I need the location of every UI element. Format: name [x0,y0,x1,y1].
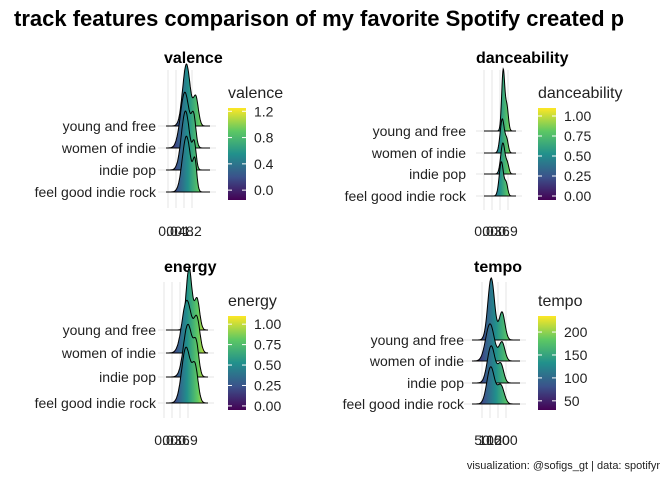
legend-label: 1.2 [254,103,274,119]
x-tick-label: 0.6 [170,432,190,448]
legend-colorbar [228,316,246,410]
legend-energy: energy 1.00 0.75 0.50 0.25 0.00 [228,293,281,414]
facet-tempo: tempo young and free women of indie indie p… [343,259,588,448]
x-tick-label: 0.3 [162,432,182,448]
legend-label: 0.00 [254,398,281,414]
legend-label: 200 [564,324,588,340]
ridge-women-of-indie [484,118,516,154]
category-label: women of indie [369,353,464,369]
facet-valence: valence young and free women of indie indie… [35,50,284,239]
category-label: indie pop [409,166,466,182]
legend-colorbar [538,108,556,200]
category-label: young and free [63,322,157,338]
legend-label: 1.00 [254,316,281,332]
category-label: indie pop [99,369,156,385]
legend-label: 0.25 [564,168,591,184]
ridge-feel-good-indie-rock [166,135,210,193]
facet-danceability: danceability young and free women of indie… [345,50,623,239]
x-tick-label: 150 [486,432,510,448]
x-tick-label: 0.0 [474,223,494,239]
legend-label: 0.00 [564,188,591,204]
ridge-indie-pop [484,142,516,175]
legend-colorbar [538,316,556,410]
x-tick-label: 200 [494,432,518,448]
category-label: indie pop [407,375,464,391]
x-tick-label: 0.9 [178,432,198,448]
category-label: young and free [373,123,467,139]
ridge-feel-good-indie-rock [472,366,520,405]
x-tick-label: 0.6 [490,223,510,239]
ridge-feel-good-indie-rock [166,346,208,404]
legend-label: 0.75 [254,337,281,353]
legend-title: tempo [538,293,583,310]
legend-title: energy [228,293,277,310]
legend-colorbar [228,108,246,200]
category-label: women of indie [371,145,466,161]
x-tick-label: 0.0 [154,432,174,448]
chart-main-title: track features comparison of my favorite… [14,6,625,31]
category-label: young and free [63,118,157,134]
facet-title: energy [164,259,217,276]
category-label: women of indie [61,345,156,361]
legend-label: 0.8 [254,130,274,146]
category-label: feel good indie rock [343,396,465,412]
facet-title: danceability [476,50,569,67]
legend-label: 150 [564,347,588,363]
x-tick-label: 100 [478,432,502,448]
x-tick-label: 0.4 [166,223,186,239]
legend-label: 0.0 [254,182,274,198]
legend-label: 50 [564,393,580,409]
x-tick-label: 0.8 [174,223,194,239]
legend-tempo: tempo 200 150 100 50 [538,293,588,410]
legend-label: 0.4 [254,156,274,172]
facet-title: tempo [474,259,522,276]
ridge-young-and-free [166,63,210,127]
x-tick-label: 1.2 [182,223,202,239]
x-tick-label: 0.3 [482,223,502,239]
legend-label: 0.75 [564,128,591,144]
legend-danceability: danceability 1.00 0.75 0.50 0.25 0.00 [538,85,623,204]
chart-caption: visualization: @sofigs_gt | data: spotif… [466,460,660,472]
ridge-women-of-indie [472,323,520,362]
category-label: young and free [371,332,465,348]
ridge-young-and-free [166,266,208,331]
category-label: indie pop [99,162,156,178]
legend-title: valence [228,85,283,102]
legend-label: 100 [564,370,588,386]
ridge-indie-pop [472,345,520,384]
category-label: feel good indie rock [35,395,157,411]
legend-title: danceability [538,85,623,102]
legend-label: 1.00 [564,108,591,124]
legend-label: 0.50 [254,357,281,373]
facet-energy: energy young and free women of indie indie … [35,259,282,448]
x-tick-label: 0.0 [158,223,178,239]
category-label: feel good indie rock [345,188,467,204]
ridge-young-and-free [484,67,516,132]
x-tick-label: 0.9 [498,223,518,239]
x-tick-label: 50 [474,432,490,448]
ridge-young-and-free [472,277,520,341]
ridge-feel-good-indie-rock [484,161,516,197]
legend-label: 0.50 [564,148,591,164]
facet-title: valence [164,50,223,67]
category-label: feel good indie rock [35,184,157,200]
legend-label: 0.25 [254,377,281,393]
category-label: women of indie [61,140,156,156]
